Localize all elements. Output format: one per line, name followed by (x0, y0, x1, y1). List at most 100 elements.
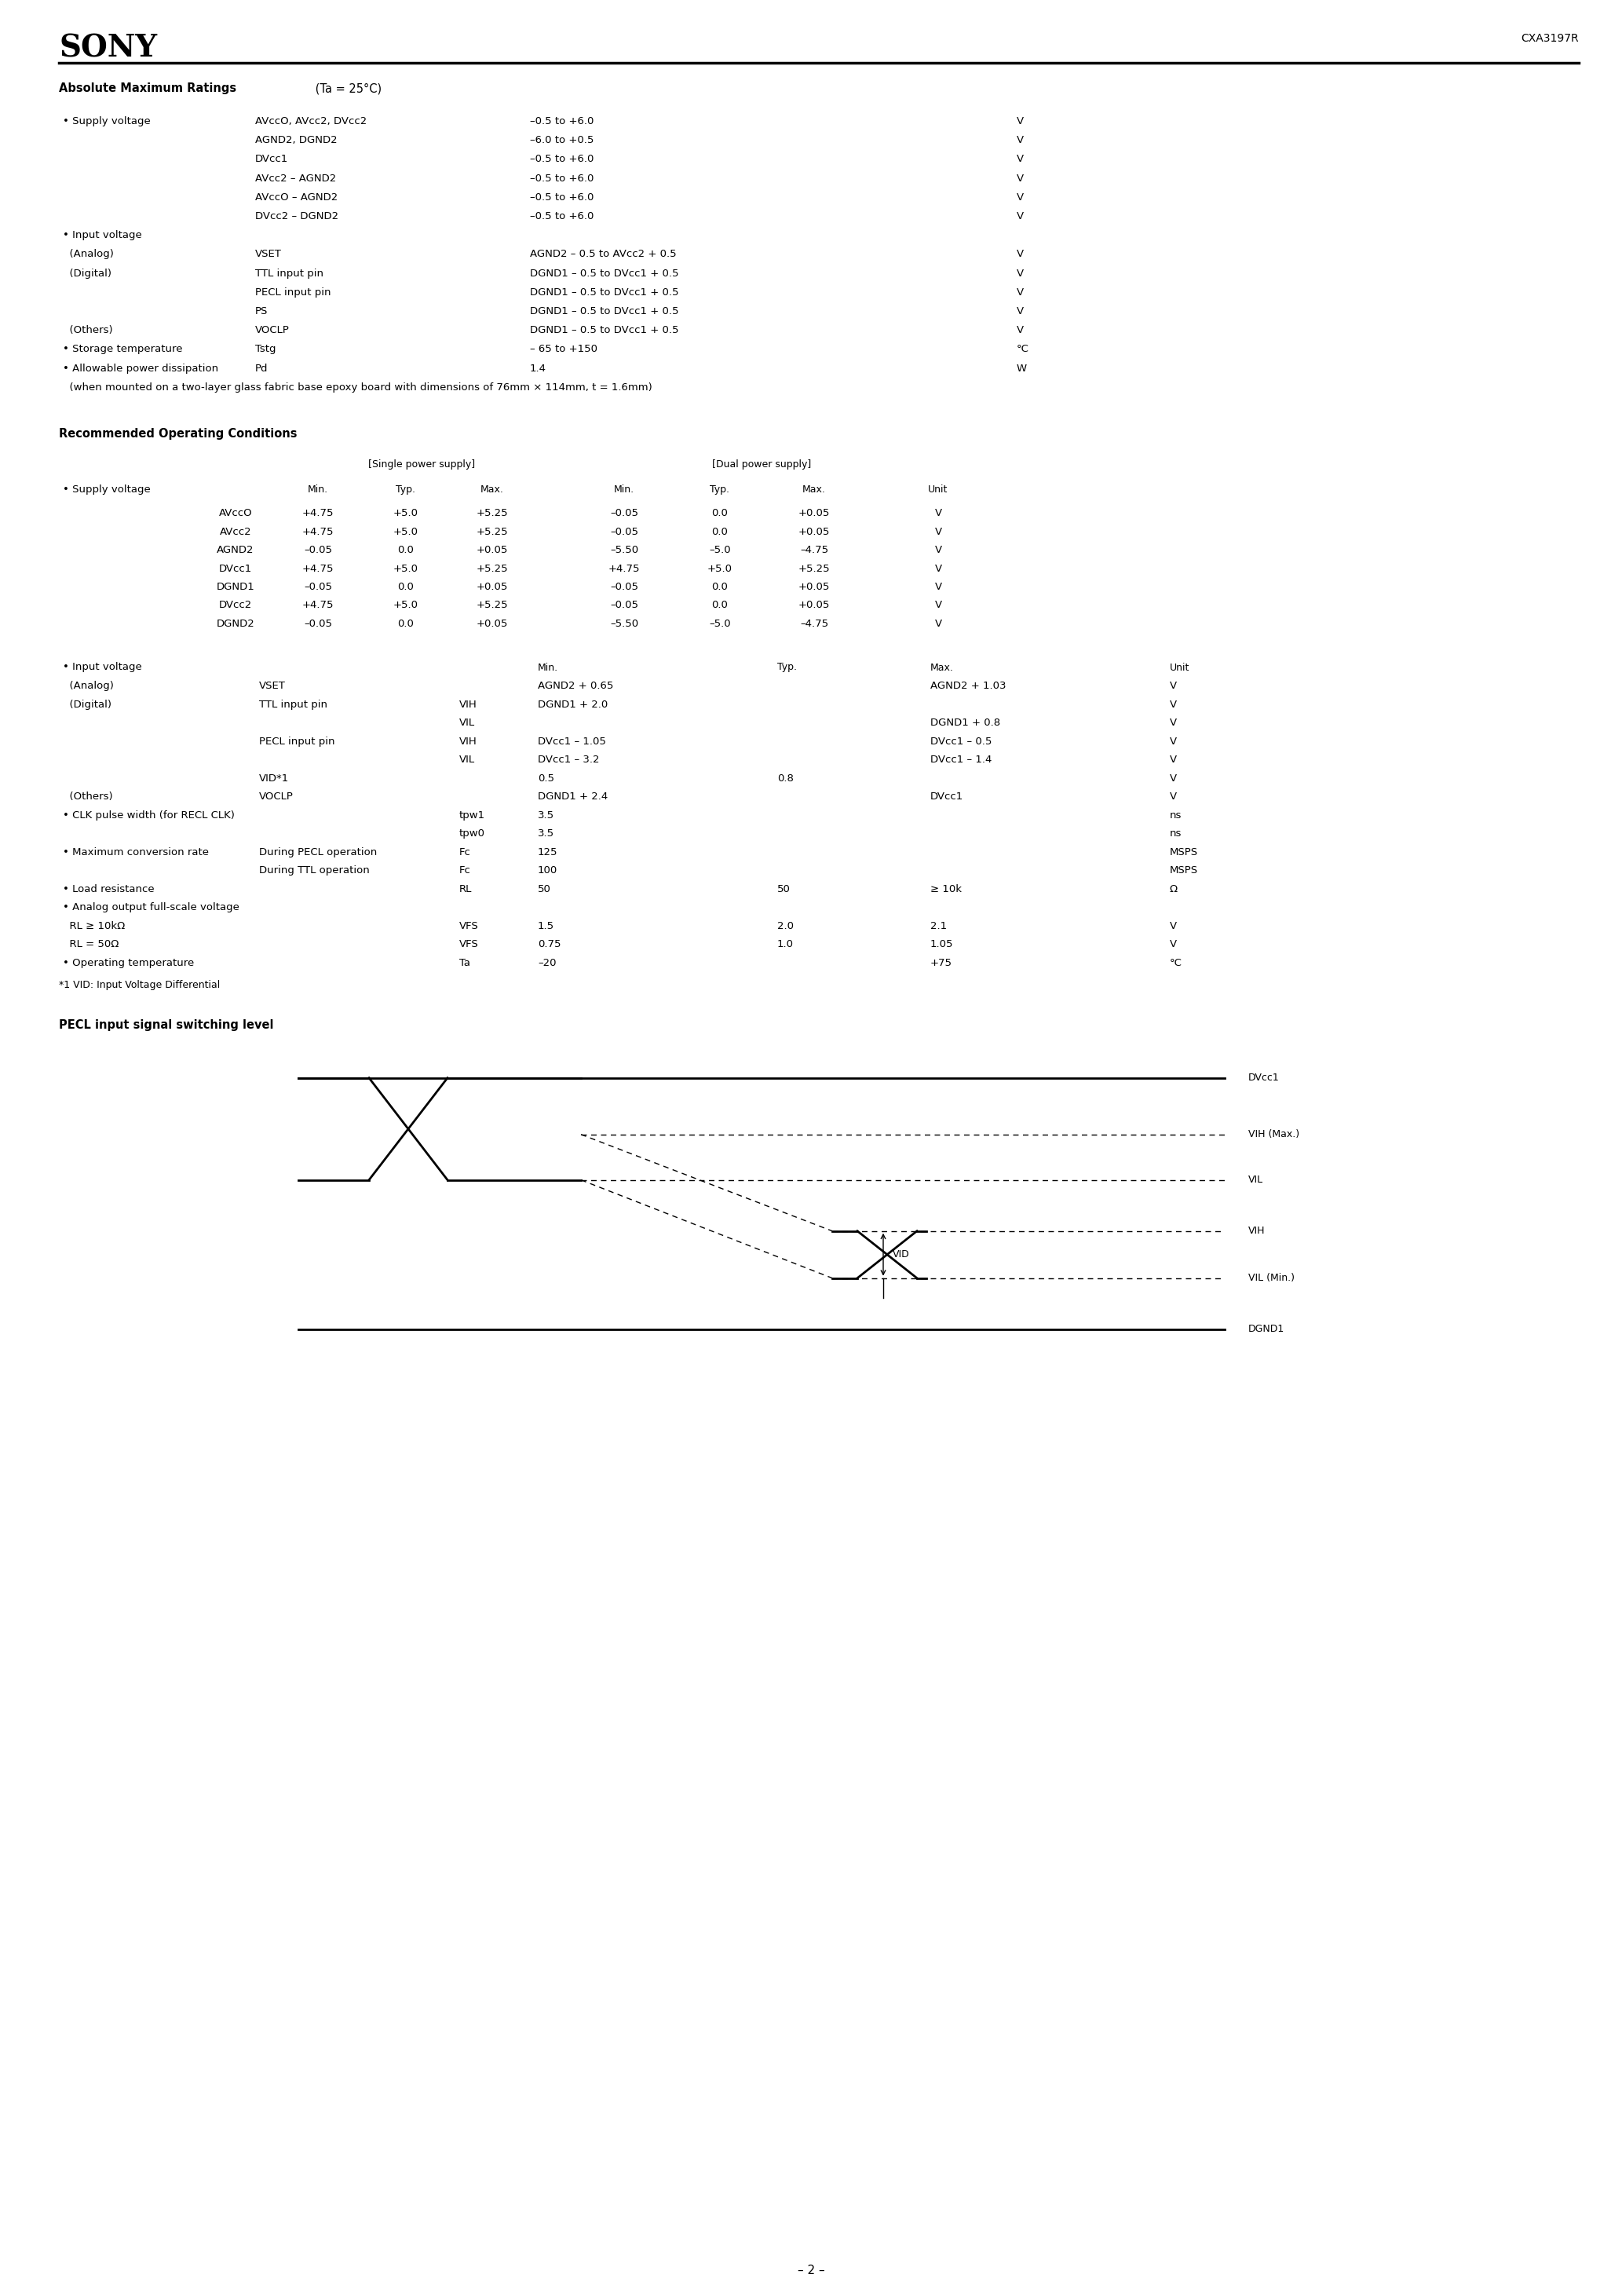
Text: – 65 to +150: – 65 to +150 (530, 344, 597, 354)
Text: +5.0: +5.0 (707, 563, 733, 574)
Text: +5.0: +5.0 (393, 599, 418, 611)
Text: • Maximum conversion rate: • Maximum conversion rate (63, 847, 209, 856)
Text: 0.0: 0.0 (712, 507, 728, 519)
Text: +0.05: +0.05 (477, 618, 508, 629)
Text: VIH: VIH (459, 700, 477, 709)
Text: 0.0: 0.0 (712, 581, 728, 592)
Text: 0.0: 0.0 (712, 526, 728, 537)
Text: Max.: Max. (480, 484, 504, 494)
Text: MSPS: MSPS (1169, 847, 1199, 856)
Text: –5.0: –5.0 (709, 544, 732, 556)
Text: 1.4: 1.4 (530, 363, 547, 374)
Text: 0.75: 0.75 (539, 939, 561, 948)
Text: • Input voltage: • Input voltage (63, 661, 141, 673)
Text: –4.75: –4.75 (800, 544, 829, 556)
Text: V: V (1017, 269, 1023, 278)
Text: tpw0: tpw0 (459, 829, 485, 838)
Text: DVcc1: DVcc1 (1249, 1072, 1280, 1084)
Text: DGND1 – 0.5 to DVcc1 + 0.5: DGND1 – 0.5 to DVcc1 + 0.5 (530, 305, 678, 317)
Text: V: V (1169, 700, 1178, 709)
Text: 3.5: 3.5 (539, 829, 555, 838)
Text: +75: +75 (931, 957, 952, 969)
Text: Typ.: Typ. (710, 484, 730, 494)
Text: 1.05: 1.05 (931, 939, 954, 948)
Text: +5.25: +5.25 (477, 563, 508, 574)
Text: 3.5: 3.5 (539, 810, 555, 820)
Text: Recommended Operating Conditions: Recommended Operating Conditions (58, 427, 297, 441)
Text: 2.1: 2.1 (931, 921, 947, 930)
Text: +0.05: +0.05 (477, 581, 508, 592)
Text: V: V (1017, 154, 1023, 165)
Text: 50: 50 (539, 884, 551, 893)
Text: AGND2, DGND2: AGND2, DGND2 (255, 135, 337, 145)
Text: VIL: VIL (1249, 1176, 1264, 1185)
Text: DGND2: DGND2 (216, 618, 255, 629)
Text: DGND1 + 2.0: DGND1 + 2.0 (539, 700, 608, 709)
Text: • Analog output full-scale voltage: • Analog output full-scale voltage (63, 902, 240, 912)
Text: AGND2 + 1.03: AGND2 + 1.03 (931, 682, 1006, 691)
Text: DVcc1 – 3.2: DVcc1 – 3.2 (539, 755, 600, 765)
Text: W: W (1017, 363, 1027, 374)
Text: RL: RL (459, 884, 472, 893)
Text: VIH (Max.): VIH (Max.) (1249, 1130, 1299, 1139)
Text: –0.05: –0.05 (610, 599, 639, 611)
Text: V: V (1017, 117, 1023, 126)
Text: 1.5: 1.5 (539, 921, 555, 930)
Text: +5.0: +5.0 (393, 526, 418, 537)
Text: 2.0: 2.0 (777, 921, 793, 930)
Text: –0.05: –0.05 (610, 526, 639, 537)
Text: DVcc1: DVcc1 (219, 563, 251, 574)
Text: V: V (934, 618, 942, 629)
Text: –5.50: –5.50 (610, 544, 639, 556)
Text: +4.75: +4.75 (302, 526, 334, 537)
Text: • CLK pulse width (for RECL CLK): • CLK pulse width (for RECL CLK) (63, 810, 235, 820)
Text: VIH: VIH (1249, 1226, 1265, 1235)
Text: Unit: Unit (1169, 661, 1189, 673)
Text: SONY: SONY (58, 32, 157, 62)
Text: V: V (1169, 939, 1178, 948)
Text: Ω: Ω (1169, 884, 1178, 893)
Text: VID*1: VID*1 (260, 774, 289, 783)
Text: DVcc1: DVcc1 (931, 792, 963, 801)
Text: AVcc2 – AGND2: AVcc2 – AGND2 (255, 172, 336, 184)
Text: +4.75: +4.75 (302, 563, 334, 574)
Text: VIH: VIH (459, 737, 477, 746)
Text: V: V (1017, 193, 1023, 202)
Text: *1 VID: Input Voltage Differential: *1 VID: Input Voltage Differential (58, 980, 221, 990)
Text: AGND2 + 0.65: AGND2 + 0.65 (539, 682, 613, 691)
Text: During PECL operation: During PECL operation (260, 847, 376, 856)
Text: AGND2 – 0.5 to AVcc2 + 0.5: AGND2 – 0.5 to AVcc2 + 0.5 (530, 250, 676, 259)
Text: –5.50: –5.50 (610, 618, 639, 629)
Text: DVcc1: DVcc1 (255, 154, 289, 165)
Text: –0.05: –0.05 (610, 581, 639, 592)
Text: (Others): (Others) (63, 326, 114, 335)
Text: VFS: VFS (459, 921, 478, 930)
Text: –5.0: –5.0 (709, 618, 732, 629)
Text: +5.0: +5.0 (393, 507, 418, 519)
Text: (Others): (Others) (63, 792, 114, 801)
Text: –0.5 to +6.0: –0.5 to +6.0 (530, 154, 594, 165)
Text: (Digital): (Digital) (63, 269, 112, 278)
Text: 0.0: 0.0 (397, 544, 414, 556)
Text: V: V (1169, 682, 1178, 691)
Text: • Allowable power dissipation: • Allowable power dissipation (63, 363, 219, 374)
Text: V: V (1017, 326, 1023, 335)
Text: DVcc1 – 0.5: DVcc1 – 0.5 (931, 737, 993, 746)
Text: AVccO: AVccO (219, 507, 253, 519)
Text: VFS: VFS (459, 939, 478, 948)
Text: AGND2: AGND2 (217, 544, 255, 556)
Text: AVcc2: AVcc2 (219, 526, 251, 537)
Text: VIL: VIL (459, 755, 475, 765)
Text: DVcc1 – 1.05: DVcc1 – 1.05 (539, 737, 607, 746)
Text: Max.: Max. (803, 484, 826, 494)
Text: DVcc2 – DGND2: DVcc2 – DGND2 (255, 211, 339, 220)
Text: –0.5 to +6.0: –0.5 to +6.0 (530, 117, 594, 126)
Text: 0.5: 0.5 (539, 774, 555, 783)
Text: • Input voltage: • Input voltage (63, 230, 141, 241)
Text: 50: 50 (777, 884, 790, 893)
Text: DGND1 + 0.8: DGND1 + 0.8 (931, 719, 1001, 728)
Text: +0.05: +0.05 (798, 581, 830, 592)
Text: PECL input pin: PECL input pin (260, 737, 334, 746)
Text: • Operating temperature: • Operating temperature (63, 957, 195, 969)
Text: –0.5 to +6.0: –0.5 to +6.0 (530, 172, 594, 184)
